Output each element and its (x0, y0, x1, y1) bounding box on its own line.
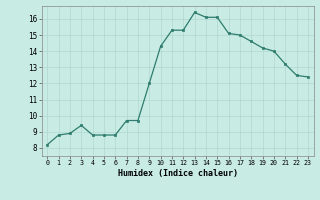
X-axis label: Humidex (Indice chaleur): Humidex (Indice chaleur) (118, 169, 237, 178)
